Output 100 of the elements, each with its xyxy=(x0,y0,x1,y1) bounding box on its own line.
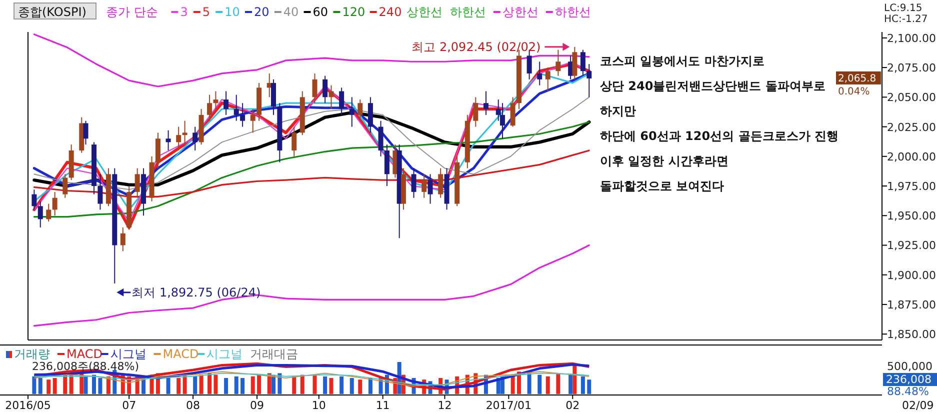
legend-label: MACD xyxy=(162,347,199,361)
text: 거래대금 xyxy=(250,347,298,361)
bar xyxy=(292,376,296,394)
candlestick xyxy=(192,126,198,151)
candlestick xyxy=(120,226,126,252)
annotation: 하단에 60선과 120선의 골든크로스가 진행 xyxy=(600,129,838,143)
y-tick-label: 1,925.00 xyxy=(887,239,936,252)
y-tick-label: 2,100.00 xyxy=(887,32,936,45)
candlestick xyxy=(349,96,354,128)
candlestick xyxy=(155,132,160,169)
bar xyxy=(199,374,204,394)
legend-label: 거래량 xyxy=(14,347,50,361)
candlestick xyxy=(537,61,542,86)
candlestick xyxy=(166,130,171,151)
legend-label: 120 xyxy=(342,5,366,19)
bar xyxy=(329,378,334,394)
candlestick xyxy=(572,46,578,80)
candlestick xyxy=(62,174,68,198)
text: 하한선 xyxy=(450,5,486,19)
bar xyxy=(350,378,354,394)
y-tick-label: 1,975.00 xyxy=(887,180,936,193)
text: 02/09 xyxy=(902,399,934,412)
legend-label: 상한선 xyxy=(502,5,538,19)
bar xyxy=(300,374,304,394)
candlestick xyxy=(240,102,246,128)
bar xyxy=(340,376,344,394)
text: HC:-1.27 xyxy=(884,14,928,25)
candlestick xyxy=(586,63,592,98)
bar xyxy=(176,378,181,394)
legend-label: 하한선 xyxy=(554,5,591,19)
candlestick xyxy=(428,174,433,204)
x-tick-label: 11 xyxy=(376,399,390,412)
candlestick xyxy=(322,75,328,104)
bar xyxy=(182,374,187,394)
annotation: 돌파할것으로 보여진다 xyxy=(600,179,724,193)
candlestick xyxy=(378,120,384,157)
annotation: 이후 일정한 시간후라면 xyxy=(600,154,728,168)
x-tick-label: 02 xyxy=(566,399,580,412)
bar xyxy=(224,378,228,394)
text: 500,000 xyxy=(887,360,932,373)
bar xyxy=(580,376,585,394)
bar xyxy=(312,374,317,394)
bar xyxy=(214,374,218,394)
line-series xyxy=(33,121,590,218)
bar xyxy=(358,380,362,394)
y-tick-label: 2,025.00 xyxy=(887,120,936,134)
bar xyxy=(234,376,238,394)
bar xyxy=(323,376,328,394)
line-series xyxy=(33,34,590,88)
legend-label: 10 xyxy=(224,5,240,19)
bar xyxy=(166,376,170,394)
candlestick xyxy=(182,120,188,146)
x-tick-label: 08 xyxy=(186,399,200,412)
x-tick-label: 2016/05 xyxy=(5,399,51,412)
candlestick xyxy=(213,90,218,110)
bar xyxy=(92,374,96,394)
chart-title: 종합(KOSPI) xyxy=(18,5,86,19)
bar xyxy=(46,380,51,394)
x-tick-label: 07 xyxy=(122,399,136,412)
y-tick-label: 1,850.00 xyxy=(887,328,936,342)
y-tick-label: 1,900.00 xyxy=(887,268,936,282)
candlestick xyxy=(422,174,427,198)
annotation: 최저 1,892.75 (06/24) xyxy=(132,285,261,300)
line-series xyxy=(33,150,590,198)
x-tick-label: 2017/01 xyxy=(486,399,532,412)
annotation: 236,008주(88.48%) xyxy=(32,360,140,373)
candlestick xyxy=(52,191,58,216)
bar xyxy=(52,378,57,394)
bar xyxy=(63,374,68,394)
candlestick xyxy=(250,108,256,134)
annotation: 최고 2,092.45 (02/02) xyxy=(412,40,541,54)
candlestick xyxy=(358,99,363,122)
candlestick xyxy=(510,96,516,128)
bar xyxy=(193,376,198,394)
candlestick xyxy=(438,168,444,198)
bar xyxy=(368,378,372,394)
legend-label: MACD xyxy=(66,347,102,361)
candlestick xyxy=(38,200,43,228)
bar xyxy=(240,378,245,394)
bar xyxy=(587,380,592,394)
candlestick xyxy=(270,78,276,116)
legend-label: 40 xyxy=(283,5,299,19)
bar xyxy=(208,373,212,394)
candlestick xyxy=(411,168,416,198)
x-tick-label: 10 xyxy=(312,399,326,412)
bar xyxy=(556,373,560,394)
bar xyxy=(257,374,262,394)
legend-label: 60 xyxy=(312,5,328,19)
x-tick-label: 09 xyxy=(250,399,264,412)
annotation: 2,065.8 xyxy=(838,73,876,84)
bar xyxy=(98,378,102,394)
text: 상한선 xyxy=(406,5,442,19)
candlestick xyxy=(545,67,550,92)
line-series xyxy=(33,244,590,327)
legend-label: 240 xyxy=(378,5,402,19)
text: 236,008 xyxy=(886,373,932,386)
candlestick xyxy=(234,94,239,122)
legend-label: 3 xyxy=(180,5,188,19)
text: LC:9.15 xyxy=(884,3,922,14)
bar xyxy=(538,374,542,394)
